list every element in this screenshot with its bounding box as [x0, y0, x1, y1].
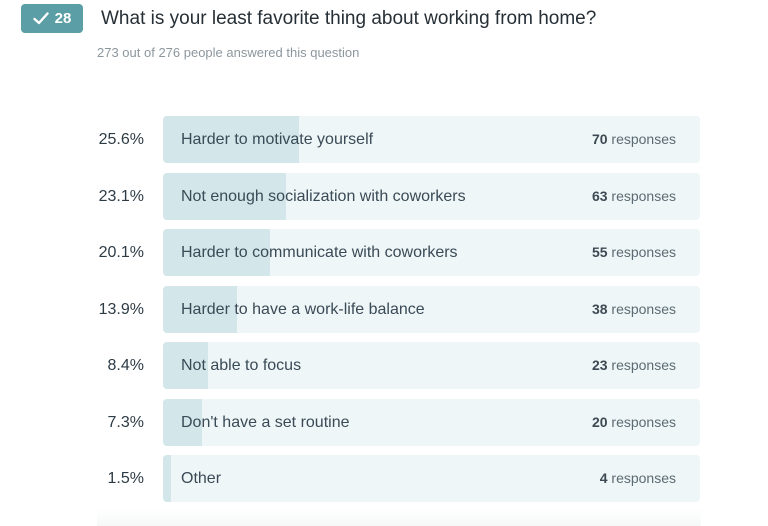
result-bar: Not enough socialization with coworkers … [163, 173, 700, 220]
result-label: Not able to focus [181, 357, 302, 374]
result-count: 4 responses [599, 470, 676, 486]
result-row: 8.4% Not able to focus 23 responses [0, 342, 768, 389]
next-card-edge [97, 508, 701, 526]
result-bar-fill [163, 342, 208, 389]
result-label: Harder to have a work-life balance [181, 301, 425, 318]
check-icon [32, 12, 49, 25]
result-row: 7.3% Don't have a set routine 20 respons… [0, 399, 768, 446]
result-bar-fill [163, 455, 171, 502]
result-label: Harder to communicate with coworkers [181, 244, 458, 261]
question-title: What is your least favorite thing about … [101, 8, 597, 29]
result-bar: Harder to have a work-life balance 38 re… [163, 286, 700, 333]
result-bar-fill [163, 229, 271, 276]
result-percent: 23.1% [98, 188, 144, 205]
result-bar-fill [163, 116, 300, 163]
result-label: Harder to motivate yourself [181, 131, 374, 148]
result-bar-fill [163, 173, 287, 220]
result-count: 23 responses [591, 357, 676, 373]
result-percent: 13.9% [98, 301, 144, 318]
result-row: 13.9% Harder to have a work-life balance… [0, 286, 768, 333]
result-bar: Other 4 responses [163, 455, 700, 502]
result-percent: 20.1% [98, 244, 144, 261]
answered-count: 273 out of 276 people answered this ques… [97, 45, 360, 60]
result-bar: Don't have a set routine 20 responses [163, 399, 700, 446]
result-bar: Harder to motivate yourself 70 responses [163, 116, 700, 163]
result-count: 20 responses [591, 414, 676, 430]
result-bar: Harder to communicate with coworkers 55 … [163, 229, 700, 276]
result-percent: 7.3% [107, 414, 144, 431]
result-count: 55 responses [591, 244, 676, 260]
result-row: 1.5% Other 4 responses [0, 455, 768, 502]
result-row: 20.1% Harder to communicate with coworke… [0, 229, 768, 276]
result-label: Other [181, 470, 222, 487]
question-number-badge: 28 [21, 4, 83, 33]
result-row: 25.6% Harder to motivate yourself 70 res… [0, 116, 768, 163]
result-bar-fill [163, 399, 202, 446]
result-count: 70 responses [591, 131, 676, 147]
result-bar: Not able to focus 23 responses [163, 342, 700, 389]
result-percent: 25.6% [98, 131, 144, 148]
result-percent: 1.5% [107, 470, 144, 487]
result-count: 63 responses [591, 188, 676, 204]
badge-count: 28 [54, 10, 72, 27]
result-label: Not enough socialization with coworkers [181, 188, 466, 205]
result-label: Don't have a set routine [181, 414, 350, 431]
result-bar-fill [163, 286, 238, 333]
result-row: 23.1% Not enough socialization with cowo… [0, 173, 768, 220]
result-percent: 8.4% [107, 357, 144, 374]
result-count: 38 responses [591, 301, 676, 317]
